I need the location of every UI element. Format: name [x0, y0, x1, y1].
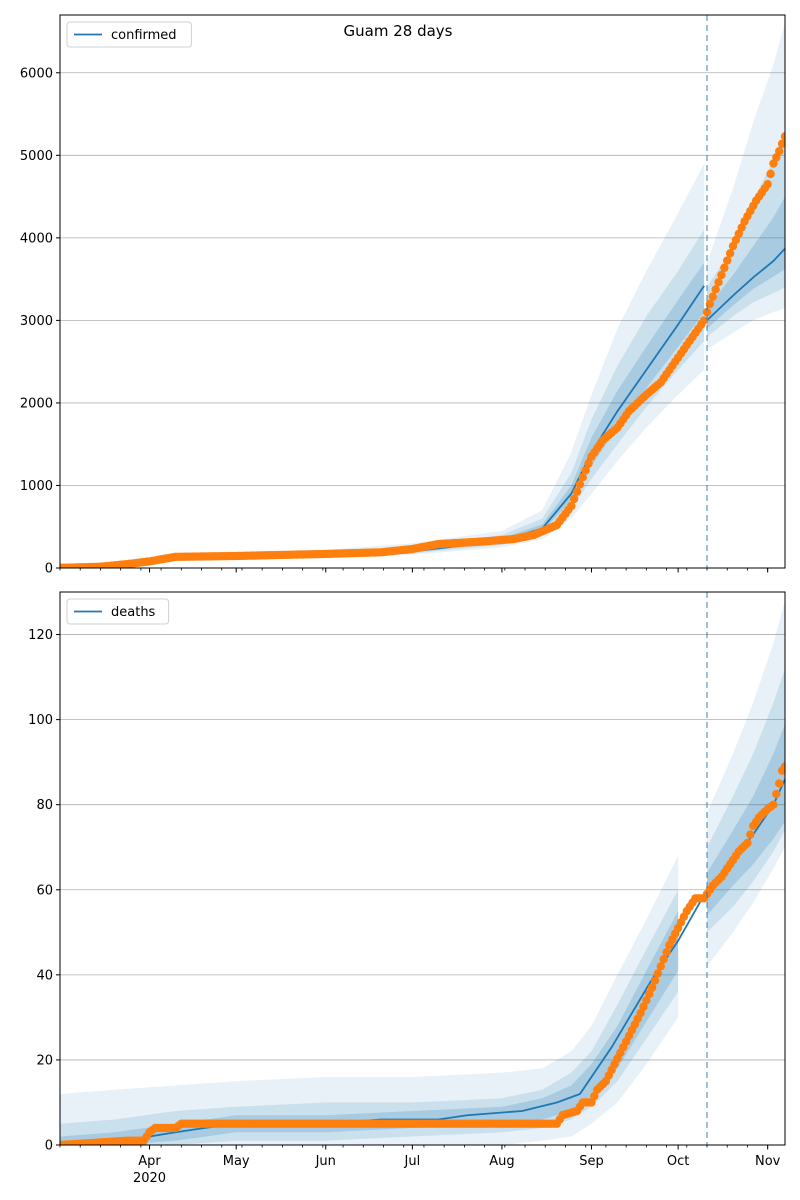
x-tick-label: Apr [138, 1154, 161, 1169]
observed-point [567, 501, 576, 511]
observed-point [723, 256, 732, 265]
x-tick-label: May [223, 1154, 250, 1169]
y-tick-label: 4000 [20, 231, 53, 246]
legend-label: confirmed [111, 28, 177, 43]
observed-point [653, 969, 663, 978]
observed-point [647, 983, 657, 992]
plot-area [60, 600, 785, 1145]
forecast-line [706, 247, 785, 322]
observed-point [702, 307, 712, 317]
observed-point [636, 1008, 645, 1018]
observed-point [662, 947, 671, 957]
observed-point [780, 762, 785, 771]
legend-box [66, 21, 192, 48]
observed-point [578, 473, 588, 482]
observed-point [659, 955, 668, 964]
observed-point [699, 316, 709, 325]
y-tick-label: 1000 [20, 479, 53, 494]
observed-point [775, 779, 784, 788]
x-tick-label: Nov [755, 1154, 781, 1169]
observed-point [572, 487, 582, 496]
uncertainty-band-outer [60, 163, 705, 568]
x-tick-label: Aug [489, 1154, 514, 1169]
observed-point [766, 169, 775, 179]
observed-points [60, 762, 785, 1145]
y-tick-label: 0 [45, 562, 53, 577]
y-tick-label: 100 [28, 713, 53, 728]
observed-point [656, 962, 665, 971]
model-line [60, 285, 705, 568]
plot-frame [59, 14, 786, 569]
observed-point [714, 278, 723, 287]
observed-point [705, 299, 715, 309]
observed-point [725, 249, 735, 258]
deaths-panel: 0 20 40 60 80 100 120 Apr May Jun Jul Aug Sep Oct Nov 2… [28, 591, 786, 1186]
x-tick-label: Oct [667, 1154, 689, 1169]
observed-point [569, 494, 579, 504]
observed-point [780, 132, 785, 141]
observed-point [720, 263, 729, 272]
uncertainty-band-inner [60, 262, 705, 568]
y-tick-label: 6000 [20, 66, 53, 81]
observed-point [717, 270, 726, 280]
observed-point [581, 466, 590, 475]
y-tick-label: 60 [36, 883, 53, 898]
observed-point [775, 146, 784, 156]
y-tick-label: 120 [28, 628, 53, 643]
plot-area [60, 23, 785, 568]
observed-point [763, 180, 772, 189]
y-tick-label: 5000 [20, 149, 53, 164]
observed-point [777, 139, 785, 148]
observed-point [584, 459, 593, 468]
figure-title: Guam 28 days [344, 22, 453, 40]
uncertainty-band-outer [60, 855, 679, 1145]
observed-point [650, 976, 660, 985]
model-line [60, 889, 708, 1145]
legend-box [66, 598, 170, 625]
observed-point [639, 1002, 648, 1011]
y-tick-label: 80 [36, 798, 53, 813]
observed-points [60, 132, 785, 568]
y-tick-label: 40 [36, 968, 53, 983]
uncertainty-band-middle [60, 229, 705, 568]
uncertainty-band-middle [60, 889, 679, 1145]
observed-point [772, 789, 781, 799]
x-tick-label: Jul [404, 1154, 421, 1169]
y-tick-label: 20 [36, 1053, 53, 1068]
legend-label: deaths [111, 605, 156, 620]
legend: deaths [66, 598, 170, 625]
observed-point [642, 996, 651, 1005]
x-tick-label: Jun [315, 1154, 336, 1169]
legend: confirmed [66, 21, 192, 48]
x-tick-label: Sep [579, 1154, 604, 1169]
observed-point [575, 480, 585, 489]
plot-frame [59, 591, 786, 1146]
y-tick-label: 2000 [20, 396, 53, 411]
confirmed-panel: 0 1000 2000 3000 4000 5000 6000 confirmed [20, 14, 786, 577]
observed-point [708, 292, 717, 301]
observed-point [590, 1091, 599, 1101]
observed-point [746, 830, 755, 839]
uncertainty-band-inner [707, 196, 785, 329]
observed-point [743, 838, 752, 848]
observed-point [645, 989, 654, 999]
y-tick-label: 0 [45, 1139, 53, 1154]
observed-point [769, 800, 778, 809]
observed-point [587, 1098, 596, 1107]
y-tick-label: 3000 [20, 314, 53, 329]
x-year-label: 2020 [133, 1171, 166, 1186]
observed-point [711, 285, 720, 294]
